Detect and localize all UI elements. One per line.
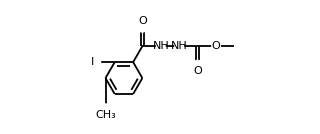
Text: O: O (193, 66, 202, 77)
Text: O: O (212, 41, 220, 51)
Text: CH₃: CH₃ (95, 110, 116, 120)
Text: I: I (91, 57, 94, 67)
Circle shape (156, 42, 165, 51)
Text: O: O (138, 16, 147, 26)
Circle shape (138, 24, 147, 32)
Text: NH: NH (171, 41, 188, 51)
Circle shape (212, 42, 220, 51)
Text: NH: NH (152, 41, 169, 51)
Circle shape (175, 42, 183, 51)
Circle shape (92, 58, 100, 66)
Circle shape (101, 104, 110, 112)
Circle shape (193, 60, 202, 69)
